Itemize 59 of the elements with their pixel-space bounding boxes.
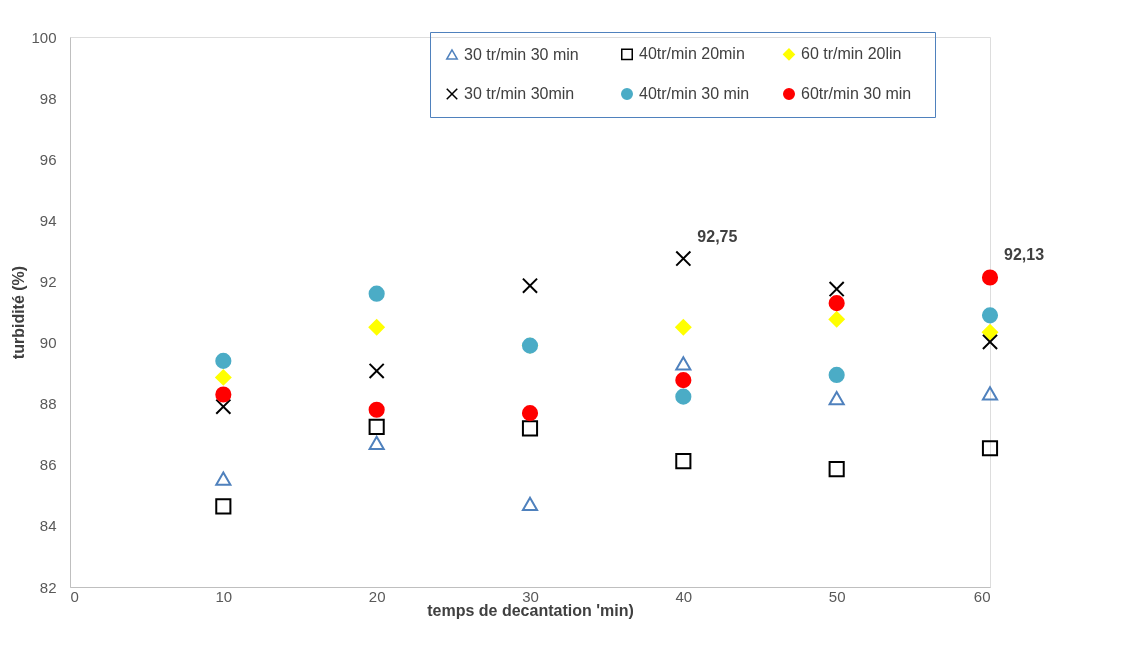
x-tick-label: 50 bbox=[828, 587, 846, 605]
point bbox=[215, 398, 232, 415]
y-tick-label: 92 bbox=[39, 272, 57, 290]
point bbox=[828, 311, 845, 328]
point bbox=[368, 362, 385, 380]
y-tick-label: 86 bbox=[39, 456, 57, 474]
point bbox=[521, 277, 539, 294]
point bbox=[981, 307, 999, 324]
point bbox=[675, 356, 692, 371]
point bbox=[215, 352, 232, 369]
legend-label: 60tr/min 30 min bbox=[801, 85, 912, 102]
data-label: 92,75 bbox=[697, 227, 738, 245]
point bbox=[521, 405, 539, 422]
y-tick-label: 94 bbox=[39, 211, 57, 229]
point bbox=[675, 319, 692, 336]
y-tick-label: 84 bbox=[39, 517, 57, 535]
point bbox=[368, 435, 385, 450]
point bbox=[368, 319, 385, 336]
legend-label: 30 tr/min 30min bbox=[464, 85, 575, 102]
point bbox=[981, 324, 999, 341]
point bbox=[215, 498, 232, 515]
point bbox=[368, 401, 385, 418]
x-tick-label: 60 bbox=[973, 587, 991, 605]
point bbox=[675, 372, 692, 389]
y-axis-title: turbidité (%) bbox=[10, 265, 28, 360]
point bbox=[368, 418, 385, 435]
point bbox=[521, 496, 539, 512]
point bbox=[675, 453, 692, 470]
point bbox=[828, 391, 845, 406]
point bbox=[521, 420, 539, 437]
point bbox=[368, 285, 385, 302]
y-tick-label: 90 bbox=[39, 334, 57, 352]
legend-label: 40tr/min 30 min bbox=[639, 85, 750, 102]
y-tick-label: 88 bbox=[39, 395, 57, 413]
data-label: 92,13 bbox=[1004, 246, 1045, 264]
legend-label: 40tr/min 20min bbox=[639, 45, 745, 63]
y-tick-label: 100 bbox=[31, 28, 57, 46]
point bbox=[215, 386, 232, 403]
point bbox=[981, 269, 999, 286]
y-tick-label: 96 bbox=[39, 150, 57, 168]
y-tick-label: 82 bbox=[39, 578, 57, 596]
point bbox=[828, 366, 845, 383]
point bbox=[981, 333, 999, 351]
x-tick-label: 20 bbox=[368, 587, 386, 605]
point bbox=[981, 440, 999, 457]
x-tick-label: 0 bbox=[70, 587, 79, 605]
x-tick-label: 40 bbox=[675, 587, 693, 605]
point bbox=[828, 281, 845, 298]
point bbox=[215, 369, 232, 386]
point bbox=[675, 388, 692, 405]
y-tick-label: 98 bbox=[39, 89, 57, 107]
legend-label: 60 tr/min 20lin bbox=[801, 45, 902, 63]
point bbox=[828, 460, 845, 478]
point bbox=[981, 386, 999, 401]
x-tick-label: 10 bbox=[215, 587, 233, 605]
point bbox=[215, 471, 232, 486]
legend-label: 30 tr/min 30 min bbox=[464, 45, 579, 63]
point bbox=[828, 295, 845, 312]
point bbox=[675, 250, 692, 267]
